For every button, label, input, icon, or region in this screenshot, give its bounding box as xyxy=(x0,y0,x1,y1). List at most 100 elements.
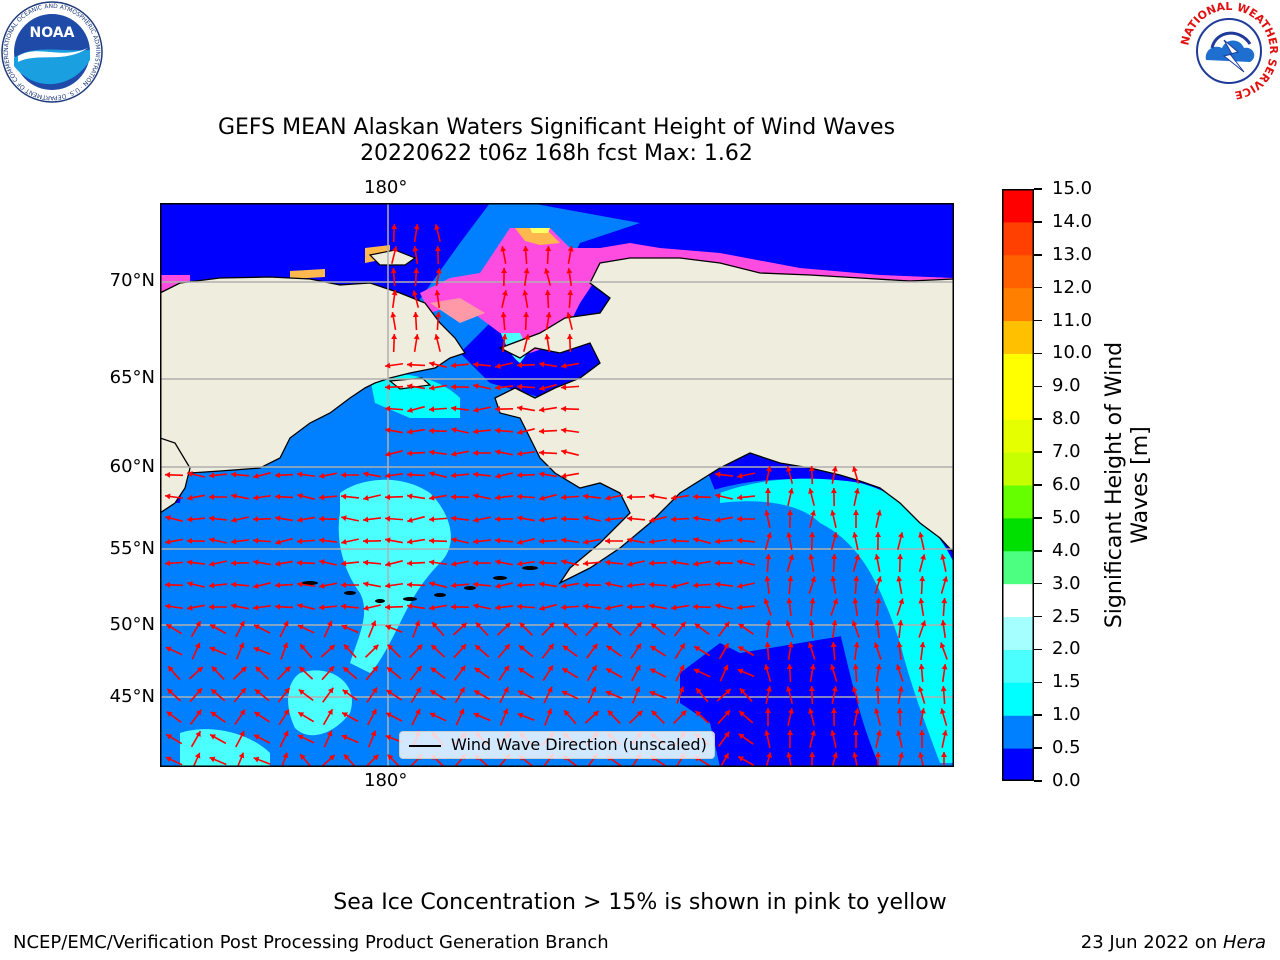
colorbar-tick-label: 0.5 xyxy=(1052,737,1081,759)
colorbar-tick-label: 14.0 xyxy=(1052,210,1093,232)
wind-wave-arrowhead xyxy=(473,560,478,566)
wind-wave-arrowhead xyxy=(413,224,420,230)
wind-wave-arrowhead xyxy=(209,756,216,763)
wind-wave-arrowhead xyxy=(429,604,435,611)
wind-wave-arrowhead xyxy=(341,472,346,478)
wind-wave-arrowhead xyxy=(787,576,794,582)
wind-wave-arrowhead xyxy=(918,532,925,538)
wind-wave-arrowhead xyxy=(830,730,837,736)
wind-wave-arrowhead xyxy=(300,754,306,760)
wind-wave-arrowhead xyxy=(917,686,924,693)
wind-wave-arrowhead xyxy=(328,644,335,651)
footer-credit: NCEP/EMC/Verification Post Processing Pr… xyxy=(13,932,609,953)
graticule xyxy=(160,203,954,767)
wind-wave-arrowhead xyxy=(385,427,391,434)
wind-wave-arrowhead xyxy=(239,731,245,737)
wind-wave-arrowhead xyxy=(539,385,545,391)
wind-wave-arrowhead xyxy=(253,494,259,501)
wind-wave-arrowhead xyxy=(341,734,348,741)
wind-wave-arrowhead xyxy=(830,708,837,714)
wind-wave-arrowhead xyxy=(875,664,882,670)
wind-wave-arrowhead xyxy=(832,532,838,538)
wind-wave-arrowhead xyxy=(766,532,772,538)
wind-wave-arrowhead xyxy=(495,537,501,544)
wind-wave-arrowhead xyxy=(341,493,347,500)
wind-wave-arrowhead xyxy=(343,754,350,761)
wind-wave-arrowhead xyxy=(407,407,413,413)
wind-wave-arrowhead xyxy=(649,690,656,697)
wind-wave-arrowhead xyxy=(451,515,457,522)
wind-wave-arrowhead xyxy=(458,708,465,715)
wind-wave-arrowhead xyxy=(517,493,523,500)
wind-wave-arrowhead xyxy=(627,582,633,589)
wind-wave-arrowhead xyxy=(567,290,574,296)
wind-wave-arrowhead xyxy=(517,472,523,479)
wind-wave-arrowhead xyxy=(451,582,457,589)
wind-wave-arrowhead xyxy=(385,362,391,369)
map-panel xyxy=(160,203,954,767)
wind-wave-arrowhead xyxy=(517,383,523,390)
wind-wave-arrowhead xyxy=(429,494,435,501)
wind-wave-arrowhead xyxy=(297,516,303,523)
wind-wave-arrowhead xyxy=(829,664,836,671)
wind-wave-arrows xyxy=(164,223,948,767)
wind-wave-arrowhead xyxy=(165,581,171,588)
wind-wave-arrowhead xyxy=(807,642,814,649)
wind-wave-arrowhead xyxy=(209,560,215,567)
colorbar-cell xyxy=(1002,189,1034,223)
wind-wave-arrowhead xyxy=(194,752,201,759)
wind-wave-arrowhead xyxy=(412,312,419,318)
wind-wave-arrowhead xyxy=(715,538,721,545)
wind-wave-arrowhead xyxy=(416,644,423,651)
wind-wave-arrowhead xyxy=(451,405,457,412)
wind-wave-arrowhead xyxy=(300,644,306,650)
wind-wave-arrowhead xyxy=(607,710,614,717)
wind-wave-arrowhead xyxy=(299,666,306,673)
wind-wave-arrowhead xyxy=(627,494,633,501)
colorbar-tick-label: 3.0 xyxy=(1052,572,1081,594)
wind-wave-arrowhead xyxy=(209,604,214,610)
wind-wave-arrowhead xyxy=(473,603,479,610)
wind-wave-arrowhead xyxy=(434,224,440,230)
wind-wave-arrowhead xyxy=(363,581,369,588)
wind-wave-arrowhead xyxy=(432,622,438,628)
wind-wave-arrowhead xyxy=(539,538,545,545)
wind-wave-arrowhead xyxy=(739,711,745,717)
wind-wave-arrowhead xyxy=(165,493,171,500)
wind-wave-arrowhead xyxy=(343,667,349,673)
wind-wave-arrowhead xyxy=(517,429,523,435)
wind-wave-arrowhead xyxy=(627,515,633,522)
wind-wave-arrowhead xyxy=(187,581,193,588)
wind-wave-arrowhead xyxy=(539,605,545,611)
colorbar-cell xyxy=(1002,748,1034,781)
wind-wave-arrowhead xyxy=(429,449,435,456)
colorbar-cell xyxy=(1002,550,1034,585)
wind-wave-arrowhead xyxy=(327,687,334,694)
wind-wave-arrowhead xyxy=(522,246,529,252)
wind-wave-arrowhead xyxy=(297,493,303,499)
wind-wave-arrowhead xyxy=(920,554,926,560)
wind-wave-arrowhead xyxy=(430,690,437,696)
wind-wave-arrowhead xyxy=(460,622,467,629)
wind-wave-arrowhead xyxy=(165,560,171,567)
wind-wave-arrowhead xyxy=(209,537,215,544)
wind-wave-arrowhead xyxy=(680,710,687,717)
wind-wave-arrowhead xyxy=(522,290,529,296)
lat-label: 50°N xyxy=(109,614,155,635)
wind-wave-arrowhead xyxy=(671,583,677,589)
wind-wave-arrowhead xyxy=(495,516,501,523)
wind-wave-arrowhead xyxy=(459,665,466,672)
wind-wave-arrowhead xyxy=(495,384,501,391)
wind-wave-arrowhead xyxy=(187,604,193,611)
wind-wave-arrowhead xyxy=(407,493,413,500)
wind-wave-arrowhead xyxy=(808,686,815,692)
wind-wave-arrowhead xyxy=(319,515,325,522)
wind-wave-arrowhead xyxy=(451,383,457,390)
wind-wave-arrowhead xyxy=(765,466,772,472)
wind-wave-arrowhead xyxy=(385,515,391,522)
wind-wave-arrowhead xyxy=(209,515,215,522)
wind-wave-arrowhead xyxy=(785,620,792,627)
wind-wave-arrowhead xyxy=(764,730,771,736)
wind-wave-arrowhead xyxy=(473,361,479,368)
lat-label: 55°N xyxy=(109,538,155,559)
